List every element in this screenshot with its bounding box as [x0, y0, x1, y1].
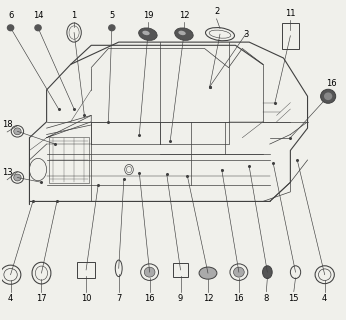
- Circle shape: [14, 128, 21, 135]
- Ellipse shape: [263, 266, 272, 278]
- Text: 16: 16: [326, 79, 337, 88]
- Text: 8: 8: [264, 294, 269, 303]
- Text: 5: 5: [109, 11, 115, 20]
- Circle shape: [109, 25, 115, 31]
- Text: 17: 17: [36, 294, 47, 303]
- Text: 9: 9: [178, 294, 183, 303]
- Text: 4: 4: [322, 294, 327, 303]
- Circle shape: [321, 89, 336, 103]
- Text: 12: 12: [179, 11, 189, 20]
- Ellipse shape: [142, 31, 150, 35]
- Circle shape: [8, 25, 13, 31]
- Text: 2: 2: [214, 7, 219, 16]
- Text: 11: 11: [285, 9, 295, 18]
- Text: 7: 7: [116, 294, 121, 303]
- Ellipse shape: [139, 28, 157, 40]
- Ellipse shape: [175, 28, 193, 40]
- Text: 1: 1: [72, 11, 77, 20]
- Ellipse shape: [199, 267, 217, 279]
- Text: 3: 3: [243, 30, 248, 39]
- Circle shape: [35, 25, 41, 31]
- Text: 10: 10: [81, 294, 91, 303]
- Text: 16: 16: [144, 294, 155, 303]
- Ellipse shape: [178, 31, 186, 35]
- Text: 19: 19: [143, 11, 153, 20]
- Text: 18: 18: [2, 120, 12, 130]
- Text: 14: 14: [33, 11, 43, 20]
- Circle shape: [14, 174, 21, 181]
- Circle shape: [234, 267, 244, 277]
- Text: 13: 13: [2, 168, 12, 177]
- Text: 4: 4: [8, 294, 13, 303]
- Text: 6: 6: [8, 11, 13, 20]
- Circle shape: [144, 267, 155, 277]
- Text: 12: 12: [203, 294, 213, 303]
- Text: 15: 15: [289, 294, 299, 303]
- Circle shape: [324, 92, 332, 100]
- Text: 16: 16: [234, 294, 244, 303]
